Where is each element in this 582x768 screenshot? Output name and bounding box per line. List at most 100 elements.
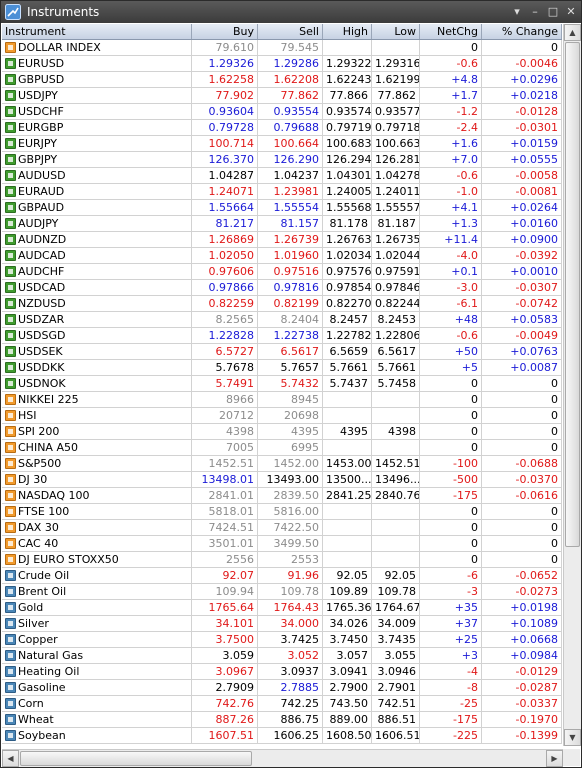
menu-dropdown-icon[interactable]: ▾ <box>514 5 520 18</box>
currency-pair-icon <box>5 218 16 229</box>
table-row[interactable]: Soybean 1607.51 1606.25 1608.50 1606.51 -225-… <box>2 728 562 744</box>
commodity-icon <box>5 714 16 725</box>
table-row[interactable]: USDSGD 1.22828 1.22738 1.22782 1.22806 -0.6 -0… <box>2 328 562 344</box>
column-header-sell[interactable]: Sell <box>258 24 323 39</box>
sell-price: 742.25 <box>258 696 323 711</box>
table-row[interactable]: NZDUSD 0.82259 0.82199 0.82270 0.82244 -6.1 -0… <box>2 296 562 312</box>
table-row[interactable]: USDCAD 0.97866 0.97816 0.97854 0.97846 -3.0 -0… <box>2 280 562 296</box>
buy-price: 742.76 <box>192 696 258 711</box>
high-price: 100.683 <box>323 136 372 151</box>
column-header-pct-change[interactable]: % Change <box>482 24 562 39</box>
buy-price: 0.93604 <box>192 104 258 119</box>
table-row[interactable]: AUDUSD 1.04287 1.04237 1.04301 1.04278 -0.6 -0… <box>2 168 562 184</box>
buy-price: 0.79728 <box>192 120 258 135</box>
table-row[interactable]: SPI 200 4398 4395 4395 4398 0 0 <box>2 424 562 440</box>
table-row[interactable]: DJ 30 13498.01 13493.00 13500... 13496... -50… <box>2 472 562 488</box>
low-price: 0.93577 <box>372 104 420 119</box>
table-row[interactable]: Natural Gas 3.059 3.052 3.057 3.055 +3 +0.0984 <box>2 648 562 664</box>
table-row[interactable]: CAC 40 3501.01 3499.50 0 0 <box>2 536 562 552</box>
table-row[interactable]: Brent Oil 109.94 109.78 109.89 109.78 -3 -0.02… <box>2 584 562 600</box>
table-row[interactable]: S&P500 1452.51 1452.00 1453.00 1452.51 -100 -0… <box>2 456 562 472</box>
table-row[interactable]: DOLLAR INDEX 79.610 79.545 0 0 <box>2 40 562 56</box>
table-row[interactable]: EURJPY 100.714 100.664 100.683 100.663 +1.6 +0… <box>2 136 562 152</box>
table-row[interactable]: EURAUD 1.24071 1.23981 1.24005 1.24011 -1.0 -0… <box>2 184 562 200</box>
table-row[interactable]: FTSE 100 5818.01 5816.00 0 0 <box>2 504 562 520</box>
instrument-name: AUDNZD <box>2 232 192 247</box>
instrument-name: FTSE 100 <box>2 504 192 519</box>
scroll-down-button[interactable]: ▼ <box>564 729 581 746</box>
table-row[interactable]: Corn 742.76 742.25 743.50 742.51 -25 -0.0337 <box>2 696 562 712</box>
table-row[interactable]: USDDKK 5.7678 5.7657 5.7661 5.7661 +5 +0.0087 <box>2 360 562 376</box>
pct-change: 0 <box>482 408 562 423</box>
table-row[interactable]: Copper 3.7500 3.7425 3.7450 3.7435 +25 +0.0668 <box>2 632 562 648</box>
minimize-button[interactable]: – <box>532 5 538 18</box>
low-price: 100.663 <box>372 136 420 151</box>
index-icon <box>5 506 16 517</box>
table-row[interactable]: EURUSD 1.29326 1.29286 1.29322 1.29316 -0.6 -0… <box>2 56 562 72</box>
column-header-high[interactable]: High <box>323 24 372 39</box>
high-price: 2841.25 <box>323 488 372 503</box>
horizontal-scroll-thumb[interactable] <box>20 751 252 766</box>
table-row[interactable]: GBPUSD 1.62258 1.62208 1.62243 1.62199 +4.8 +0… <box>2 72 562 88</box>
table-row[interactable]: USDSEK 6.5727 6.5617 6.5659 6.5617 +50 +0.0763 <box>2 344 562 360</box>
table-row[interactable]: USDNOK 5.7491 5.7432 5.7437 5.7458 0 0 <box>2 376 562 392</box>
column-header-instrument[interactable]: Instrument <box>2 24 192 39</box>
low-price: 1.55557 <box>372 200 420 215</box>
net-change: 0 <box>420 440 482 455</box>
column-header-buy[interactable]: Buy <box>192 24 258 39</box>
table-row[interactable]: HSI 20712 20698 0 0 <box>2 408 562 424</box>
table-row[interactable]: USDJPY 77.902 77.862 77.866 77.862 +1.7 +0.021… <box>2 88 562 104</box>
currency-pair-icon <box>5 330 16 341</box>
table-row[interactable]: AUDCAD 1.02050 1.01960 1.02034 1.02044 -4.0 -0… <box>2 248 562 264</box>
pct-change: 0 <box>482 504 562 519</box>
instrument-name: AUDJPY <box>2 216 192 231</box>
pct-change: +0.0160 <box>482 216 562 231</box>
net-change: +35 <box>420 600 482 615</box>
commodity-icon <box>5 698 16 709</box>
table-row[interactable]: NASDAQ 100 2841.01 2839.50 2841.25 2840.76 -1… <box>2 488 562 504</box>
maximize-button[interactable]: □ <box>547 5 559 18</box>
buy-price: 3.0967 <box>192 664 258 679</box>
high-price: 92.05 <box>323 568 372 583</box>
pct-change: 0 <box>482 40 562 55</box>
pct-change: 0 <box>482 424 562 439</box>
table-row[interactable]: Gasoline 2.7909 2.7885 2.7900 2.7901 -8 -0.028… <box>2 680 562 696</box>
horizontal-scrollbar[interactable]: ◀ ▶ <box>2 749 563 767</box>
table-row[interactable]: Silver 34.101 34.000 34.026 34.009 +37 +0.1089 <box>2 616 562 632</box>
low-price: 1.26735 <box>372 232 420 247</box>
pct-change: +0.0087 <box>482 360 562 375</box>
instrument-name: USDNOK <box>2 376 192 391</box>
scroll-left-button[interactable]: ◀ <box>2 750 19 767</box>
table-row[interactable]: USDCHF 0.93604 0.93554 0.93574 0.93577 -1.2 -0… <box>2 104 562 120</box>
sell-price: 0.93554 <box>258 104 323 119</box>
table-row[interactable]: NIKKEI 225 8966 8945 0 0 <box>2 392 562 408</box>
table-row[interactable]: AUDJPY 81.217 81.157 81.178 81.187 +1.3 +0.016… <box>2 216 562 232</box>
table-row[interactable]: GBPJPY 126.370 126.290 126.294 126.281 +7.0 +0… <box>2 152 562 168</box>
low-price <box>372 504 420 519</box>
table-row[interactable]: Crude Oil 92.07 91.96 92.05 92.05 -6 -0.0652 <box>2 568 562 584</box>
vertical-scroll-thumb[interactable] <box>565 42 580 547</box>
table-row[interactable]: AUDCHF 0.97606 0.97516 0.97576 0.97591 +0.1 +0… <box>2 264 562 280</box>
buy-price: 1.02050 <box>192 248 258 263</box>
instrument-name: CAC 40 <box>2 536 192 551</box>
index-icon <box>5 394 16 405</box>
table-row[interactable]: AUDNZD 1.26869 1.26739 1.26763 1.26735 +11.4 +… <box>2 232 562 248</box>
table-row[interactable]: Heating Oil 3.0967 3.0937 3.0941 3.0946 -4 -0.… <box>2 664 562 680</box>
title-bar[interactable]: Instruments ▾ – □ ✕ <box>1 1 581 23</box>
sell-price: 1.29286 <box>258 56 323 71</box>
table-row[interactable]: DAX 30 7424.51 7422.50 0 0 <box>2 520 562 536</box>
table-row[interactable]: GBPAUD 1.55664 1.55554 1.55568 1.55557 +4.1 +0… <box>2 200 562 216</box>
table-row[interactable]: USDZAR 8.2565 8.2404 8.2457 8.2453 +48 +0.0583 <box>2 312 562 328</box>
vertical-scrollbar[interactable]: ▲ ▼ <box>563 24 581 746</box>
scroll-right-button[interactable]: ▶ <box>546 750 563 767</box>
table-row[interactable]: Wheat 887.26 886.75 889.00 886.51 -175 -0.1970 <box>2 712 562 728</box>
table-row[interactable]: CHINA A50 7005 6995 0 0 <box>2 440 562 456</box>
column-header-low[interactable]: Low <box>372 24 420 39</box>
scroll-up-button[interactable]: ▲ <box>564 24 581 41</box>
table-row[interactable]: EURGBP 0.79728 0.79688 0.79719 0.79718 -2.4 -0… <box>2 120 562 136</box>
column-header-netchg[interactable]: NetChg <box>420 24 482 39</box>
buy-price: 79.610 <box>192 40 258 55</box>
table-row[interactable]: Gold 1765.64 1764.43 1765.36 1764.67 +35 +0.01… <box>2 600 562 616</box>
table-row[interactable]: DJ EURO STOXX50 2556 2553 0 0 <box>2 552 562 568</box>
close-button[interactable]: ✕ <box>566 5 576 18</box>
